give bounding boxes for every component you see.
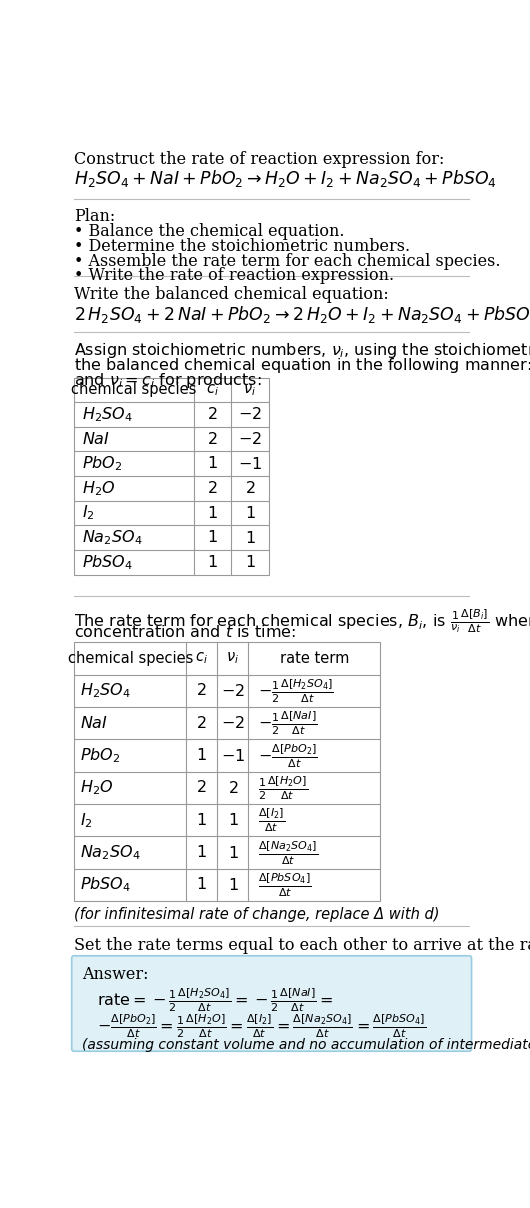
Text: (assuming constant volume and no accumulation of intermediates or side products): (assuming constant volume and no accumul… — [82, 1038, 530, 1052]
Text: $Na_2SO_4$: $Na_2SO_4$ — [80, 843, 141, 863]
Text: $NaI$: $NaI$ — [82, 431, 110, 447]
Text: $2$: $2$ — [245, 481, 255, 496]
Text: $1$: $1$ — [227, 844, 238, 860]
Text: $H_2O$: $H_2O$ — [82, 480, 116, 498]
Text: $1$: $1$ — [244, 554, 255, 570]
Text: 1: 1 — [197, 877, 207, 893]
Text: 2: 2 — [197, 780, 207, 795]
Text: $1$: $1$ — [227, 812, 238, 829]
Text: (for infinitesimal rate of change, replace Δ with d): (for infinitesimal rate of change, repla… — [74, 907, 439, 922]
Text: The rate term for each chemical species, $B_i$, is $\frac{1}{\nu_i}\frac{\Delta[: The rate term for each chemical species,… — [74, 606, 530, 635]
Text: $-2$: $-2$ — [221, 715, 245, 731]
Text: $PbSO_4$: $PbSO_4$ — [82, 553, 133, 571]
Text: Construct the rate of reaction expression for:: Construct the rate of reaction expressio… — [74, 151, 444, 168]
Text: $NaI$: $NaI$ — [80, 715, 108, 731]
Text: $2$: $2$ — [227, 780, 238, 796]
Text: $\frac{\Delta[Na_2SO_4]}{\Delta t}$: $\frac{\Delta[Na_2SO_4]}{\Delta t}$ — [258, 838, 318, 866]
Text: $-\frac{\Delta[PbO_2]}{\Delta t}$: $-\frac{\Delta[PbO_2]}{\Delta t}$ — [258, 742, 317, 769]
Text: • Assemble the rate term for each chemical species.: • Assemble the rate term for each chemic… — [74, 252, 500, 269]
Text: $\frac{\Delta[I_2]}{\Delta t}$: $\frac{\Delta[I_2]}{\Delta t}$ — [258, 806, 285, 835]
Text: $\frac{\Delta[PbSO_4]}{\Delta t}$: $\frac{\Delta[PbSO_4]}{\Delta t}$ — [258, 871, 311, 899]
Text: chemical species: chemical species — [72, 382, 197, 397]
Text: $Na_2SO_4$: $Na_2SO_4$ — [82, 528, 143, 547]
Bar — [74, 643, 380, 901]
Text: $PbSO_4$: $PbSO_4$ — [80, 876, 131, 894]
Text: $1$: $1$ — [227, 877, 238, 893]
Text: $1$: $1$ — [244, 505, 255, 521]
Text: 1: 1 — [208, 554, 218, 570]
FancyBboxPatch shape — [72, 956, 472, 1051]
Text: $-\frac{1}{2}\frac{\Delta[NaI]}{\Delta t}$: $-\frac{1}{2}\frac{\Delta[NaI]}{\Delta t… — [258, 709, 317, 737]
Text: $H_2O$: $H_2O$ — [80, 779, 114, 797]
Text: 1: 1 — [208, 505, 218, 521]
Text: $\nu_i$: $\nu_i$ — [243, 382, 257, 397]
Text: 2: 2 — [197, 684, 207, 698]
Text: 1: 1 — [208, 457, 218, 471]
Text: $-1$: $-1$ — [221, 748, 245, 763]
Text: 2: 2 — [208, 431, 218, 447]
Text: $-2$: $-2$ — [238, 406, 262, 423]
Text: $H_2SO_4$: $H_2SO_4$ — [82, 405, 132, 424]
Text: $H_2SO_4$: $H_2SO_4$ — [80, 681, 131, 701]
Text: Plan:: Plan: — [74, 208, 115, 225]
Text: $PbO_2$: $PbO_2$ — [82, 454, 122, 474]
Text: concentration and $t$ is time:: concentration and $t$ is time: — [74, 623, 296, 640]
Bar — [74, 377, 269, 575]
Text: $1$: $1$ — [244, 529, 255, 546]
Text: 2: 2 — [208, 407, 218, 422]
Text: $-2$: $-2$ — [238, 431, 262, 447]
Text: $H_2SO_4 + NaI + PbO_2 \rightarrow H_2O + I_2 + Na_2SO_4 + PbSO_4$: $H_2SO_4 + NaI + PbO_2 \rightarrow H_2O … — [74, 168, 497, 190]
Text: Write the balanced chemical equation:: Write the balanced chemical equation: — [74, 286, 388, 303]
Text: $-\frac{1}{2}\frac{\Delta[H_2SO_4]}{\Delta t}$: $-\frac{1}{2}\frac{\Delta[H_2SO_4]}{\Del… — [258, 676, 333, 704]
Text: $2\,H_2SO_4 + 2\,NaI + PbO_2 \rightarrow 2\,H_2O + I_2 + Na_2SO_4 + PbSO_4$: $2\,H_2SO_4 + 2\,NaI + PbO_2 \rightarrow… — [74, 303, 530, 325]
Text: $c_i$: $c_i$ — [206, 382, 219, 397]
Text: $-1$: $-1$ — [238, 455, 262, 472]
Text: $-2$: $-2$ — [221, 683, 245, 699]
Text: 2: 2 — [208, 481, 218, 495]
Text: $\frac{1}{2}\frac{\Delta[H_2O]}{\Delta t}$: $\frac{1}{2}\frac{\Delta[H_2O]}{\Delta t… — [258, 774, 308, 802]
Text: 1: 1 — [208, 530, 218, 545]
Text: 2: 2 — [197, 715, 207, 731]
Text: chemical species: chemical species — [67, 651, 193, 666]
Text: • Determine the stoichiometric numbers.: • Determine the stoichiometric numbers. — [74, 238, 410, 255]
Text: and $\nu_i = c_i$ for products:: and $\nu_i = c_i$ for products: — [74, 371, 262, 389]
Text: $c_i$: $c_i$ — [196, 651, 208, 667]
Text: $PbO_2$: $PbO_2$ — [80, 747, 120, 765]
Text: Answer:: Answer: — [82, 965, 148, 983]
Text: Assign stoichiometric numbers, $\nu_i$, using the stoichiometric coefficients, $: Assign stoichiometric numbers, $\nu_i$, … — [74, 342, 530, 360]
Text: 1: 1 — [197, 748, 207, 763]
Text: $I_2$: $I_2$ — [82, 504, 94, 522]
Text: $I_2$: $I_2$ — [80, 811, 93, 830]
Text: $-\frac{\Delta[PbO_2]}{\Delta t} = \frac{1}{2}\frac{\Delta[H_2O]}{\Delta t}= \fr: $-\frac{\Delta[PbO_2]}{\Delta t} = \frac… — [97, 1012, 426, 1040]
Text: Set the rate terms equal to each other to arrive at the rate expression:: Set the rate terms equal to each other t… — [74, 936, 530, 953]
Text: $\nu_i$: $\nu_i$ — [226, 651, 240, 667]
Text: rate term: rate term — [279, 651, 349, 666]
Text: $\mathrm{rate} = -\frac{1}{2}\frac{\Delta[H_2SO_4]}{\Delta t}= -\frac{1}{2}\frac: $\mathrm{rate} = -\frac{1}{2}\frac{\Delt… — [97, 986, 334, 1014]
Text: • Balance the chemical equation.: • Balance the chemical equation. — [74, 223, 344, 240]
Text: 1: 1 — [197, 846, 207, 860]
Text: • Write the rate of reaction expression.: • Write the rate of reaction expression. — [74, 267, 394, 284]
Text: 1: 1 — [197, 813, 207, 827]
Text: the balanced chemical equation in the following manner: $\nu_i = -c_i$ for react: the balanced chemical equation in the fo… — [74, 356, 530, 374]
